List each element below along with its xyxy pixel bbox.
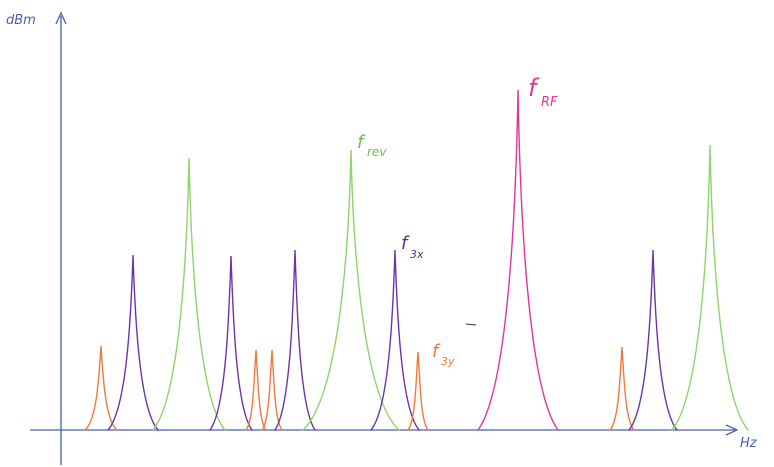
label-f-rev: f rev	[357, 132, 387, 159]
label-f-rf-base: f	[528, 74, 540, 102]
peak-orange-5	[609, 346, 635, 431]
peak-green-2	[302, 149, 400, 431]
peak-green-1	[152, 157, 226, 431]
label-f-3y-sub: 3y	[441, 355, 455, 368]
y-axis-label: dBm	[6, 13, 36, 28]
peak-purple-5	[628, 249, 678, 431]
label-f-3x-sub: 3x	[410, 248, 424, 261]
peak-orange-2	[245, 349, 267, 431]
label-f-3y: f 3y	[432, 341, 455, 368]
label-f-3x: f 3x	[401, 233, 424, 261]
label-f-rev-base: f	[357, 132, 366, 153]
peak-orange-3	[261, 349, 283, 431]
label-f-rev-sub: rev	[367, 145, 387, 159]
label-f-rf-sub: RF	[541, 95, 558, 110]
stray-mark	[465, 323, 477, 326]
peak-orange-1	[84, 345, 118, 431]
peak-purple-4	[370, 249, 420, 431]
peak-purple-2	[209, 255, 253, 431]
peak-orange-4	[407, 351, 429, 431]
label-f-3y-base: f	[432, 341, 441, 362]
spectral-peaks	[84, 89, 749, 431]
label-f-3x-base: f	[401, 233, 410, 254]
peak-rf	[477, 89, 559, 431]
peak-purple-3	[274, 249, 316, 431]
peak-green-3	[671, 144, 749, 431]
label-f-rf: f RF	[528, 74, 558, 110]
axes	[30, 11, 739, 465]
x-axis-arrow-icon	[725, 424, 739, 436]
y-axis-arrow-icon	[55, 11, 67, 25]
x-axis-label: Hz	[740, 436, 758, 451]
peak-purple-1	[107, 254, 159, 431]
